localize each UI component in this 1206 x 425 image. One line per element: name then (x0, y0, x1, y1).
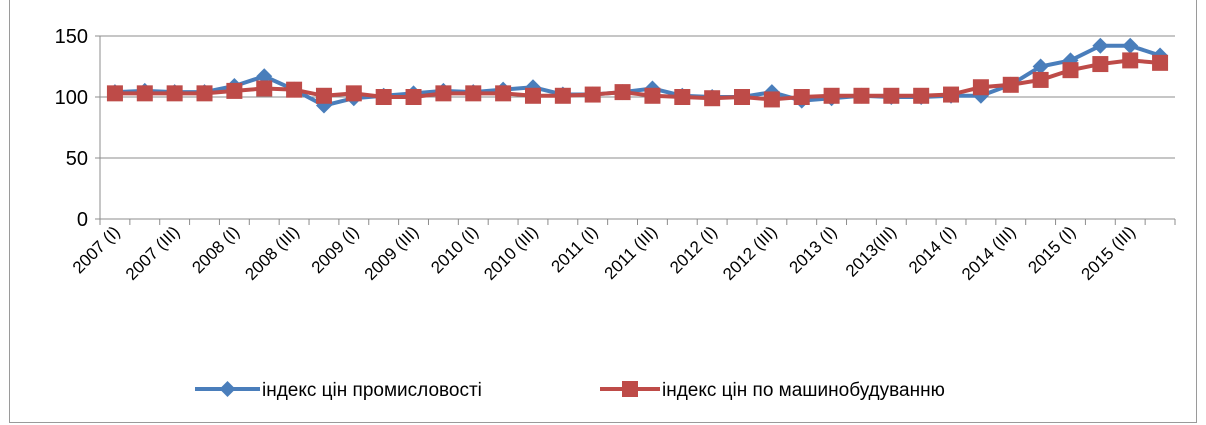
x-tick-label: 2009 (I) (308, 222, 363, 277)
data-point (1002, 76, 1019, 93)
data-point (196, 85, 213, 102)
data-point (106, 85, 123, 102)
data-point (465, 85, 482, 102)
data-point (584, 86, 601, 103)
data-point (913, 87, 930, 104)
x-tick-label: 2010 (I) (427, 222, 482, 277)
gridlines (100, 35, 1175, 159)
series-2 (106, 52, 1169, 108)
x-tick-label: 2015 (I) (1024, 222, 1079, 277)
legend-label: індекс цін промисловості (262, 380, 482, 401)
y-tick-label: 50 (66, 148, 88, 170)
x-tick-label: 2013(III) (842, 222, 900, 280)
chart-frame (9, 0, 1197, 423)
data-point (345, 85, 362, 102)
legend: індекс цін промисловості індекс цін по ма… (195, 380, 945, 401)
data-point (405, 89, 422, 105)
data-point (375, 89, 392, 105)
data-point (1152, 54, 1169, 71)
y-tick-labels: 0 50 100 150 (55, 26, 88, 231)
x-tick-label: 2013 (I) (786, 222, 841, 277)
x-tick-label: 2012 (I) (666, 222, 721, 277)
x-tick-label: 2009 (III) (361, 222, 423, 284)
legend-marker (622, 381, 638, 397)
data-point (883, 87, 900, 104)
x-tick-label: 2011 (III) (601, 222, 662, 283)
data-point (943, 86, 960, 103)
data-point (554, 87, 571, 104)
y-tick-label: 0 (77, 209, 88, 231)
axes (95, 35, 1176, 225)
data-point (524, 87, 541, 104)
data-point (166, 85, 183, 102)
data-point (315, 87, 332, 104)
x-tick-label: 2015 (III) (1077, 222, 1139, 284)
x-tick-label: 2010 (III) (480, 222, 542, 284)
legend-entry-1: індекс цін промисловості (195, 380, 482, 401)
data-point (1122, 52, 1139, 69)
x-tick-label: 2008 (III) (241, 222, 303, 284)
data-point (136, 85, 153, 102)
data-point (1032, 58, 1049, 75)
data-point (823, 87, 840, 104)
data-point (286, 81, 303, 98)
y-tick-label: 100 (55, 87, 88, 109)
data-point (256, 68, 273, 85)
x-tick-label: 2014 (III) (958, 222, 1020, 284)
x-tick-label: 2014 (I) (905, 222, 960, 277)
x-tick-labels: 2007 (I)2007 (III) 2008 (I)2008 (III) 2009… (69, 222, 1139, 284)
x-tick-label: 2012 (III) (719, 222, 781, 284)
series-1 (106, 37, 1169, 114)
data-point (1032, 71, 1049, 88)
data-point (1062, 62, 1079, 79)
data-point (793, 89, 810, 105)
legend-marker (219, 381, 236, 397)
x-tick-label: 2007 (III) (122, 222, 184, 284)
data-point (226, 82, 243, 99)
data-point (763, 91, 780, 108)
data-point (495, 85, 512, 102)
data-point (1092, 56, 1109, 73)
data-point (435, 85, 452, 102)
data-point (853, 87, 870, 104)
data-point (1122, 37, 1139, 54)
data-point (674, 89, 691, 105)
x-tick-label: 2008 (I) (188, 222, 243, 277)
data-point (704, 90, 721, 107)
data-point (256, 80, 273, 97)
data-point (1092, 37, 1109, 54)
data-point (972, 79, 989, 96)
y-tick-label: 150 (55, 26, 88, 48)
legend-label: індекс цін по машинобудуванню (662, 380, 945, 401)
series-group (106, 37, 1169, 114)
data-point (734, 89, 751, 105)
legend-entry-2: індекс цін по машинобудуванню (600, 380, 945, 401)
x-tick-label: 2011 (I) (548, 222, 602, 276)
data-point (614, 84, 631, 101)
data-point (644, 87, 661, 104)
